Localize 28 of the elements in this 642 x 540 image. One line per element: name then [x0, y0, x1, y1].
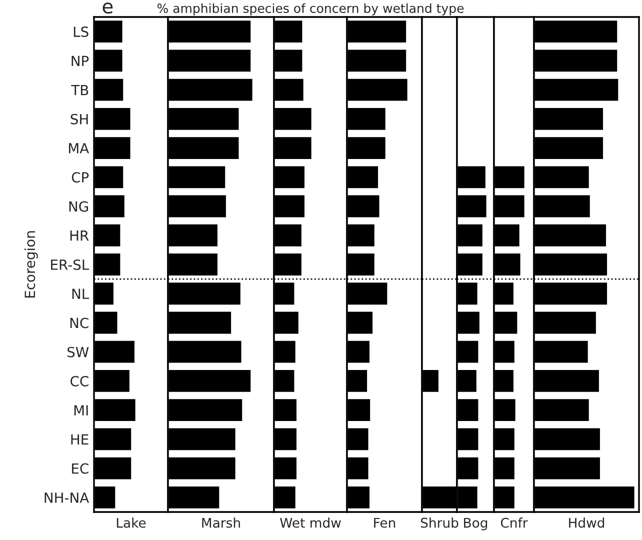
y-tick-label: HR — [70, 230, 89, 241]
y-axis-title: Ecoregion — [24, 231, 38, 298]
y-tick-label: NG — [69, 201, 88, 212]
x-axis-title: Lake — [116, 518, 146, 528]
y-tick-label: SW — [68, 346, 89, 358]
y-tick-label: MI — [74, 405, 88, 416]
x-axis-title: Cnfr — [500, 518, 528, 528]
chart-title: % amphibian species of concern by wetland type — [157, 3, 464, 16]
x-axis-title: Shrub — [420, 518, 458, 528]
y-tick-label: CC — [70, 376, 88, 386]
y-tick-label: MA — [69, 143, 90, 154]
x-axis-title: Wet mdw — [280, 518, 341, 528]
y-tick-label: NP — [72, 56, 89, 66]
y-tick-label: HE — [71, 434, 88, 444]
x-axis-title: Bog — [464, 518, 488, 530]
x-axis-title: Fen — [374, 518, 396, 528]
y-tick-label: SH — [70, 114, 88, 124]
y-tick-label: EC — [72, 463, 88, 474]
x-axis-title: Marsh — [202, 518, 240, 528]
x-axis-title: Hdwd — [569, 518, 604, 528]
y-tick-label: TB — [71, 84, 88, 96]
y-tick-label: LS — [74, 26, 88, 38]
y-tick-label: NC — [70, 318, 88, 328]
y-tick-label: CP — [72, 172, 89, 183]
y-tick-label: NL — [72, 288, 90, 299]
text: e — [102, 2, 113, 14]
y-tick-label: ER-SL — [51, 259, 90, 270]
y-tick-label: NH-NA — [44, 492, 90, 503]
